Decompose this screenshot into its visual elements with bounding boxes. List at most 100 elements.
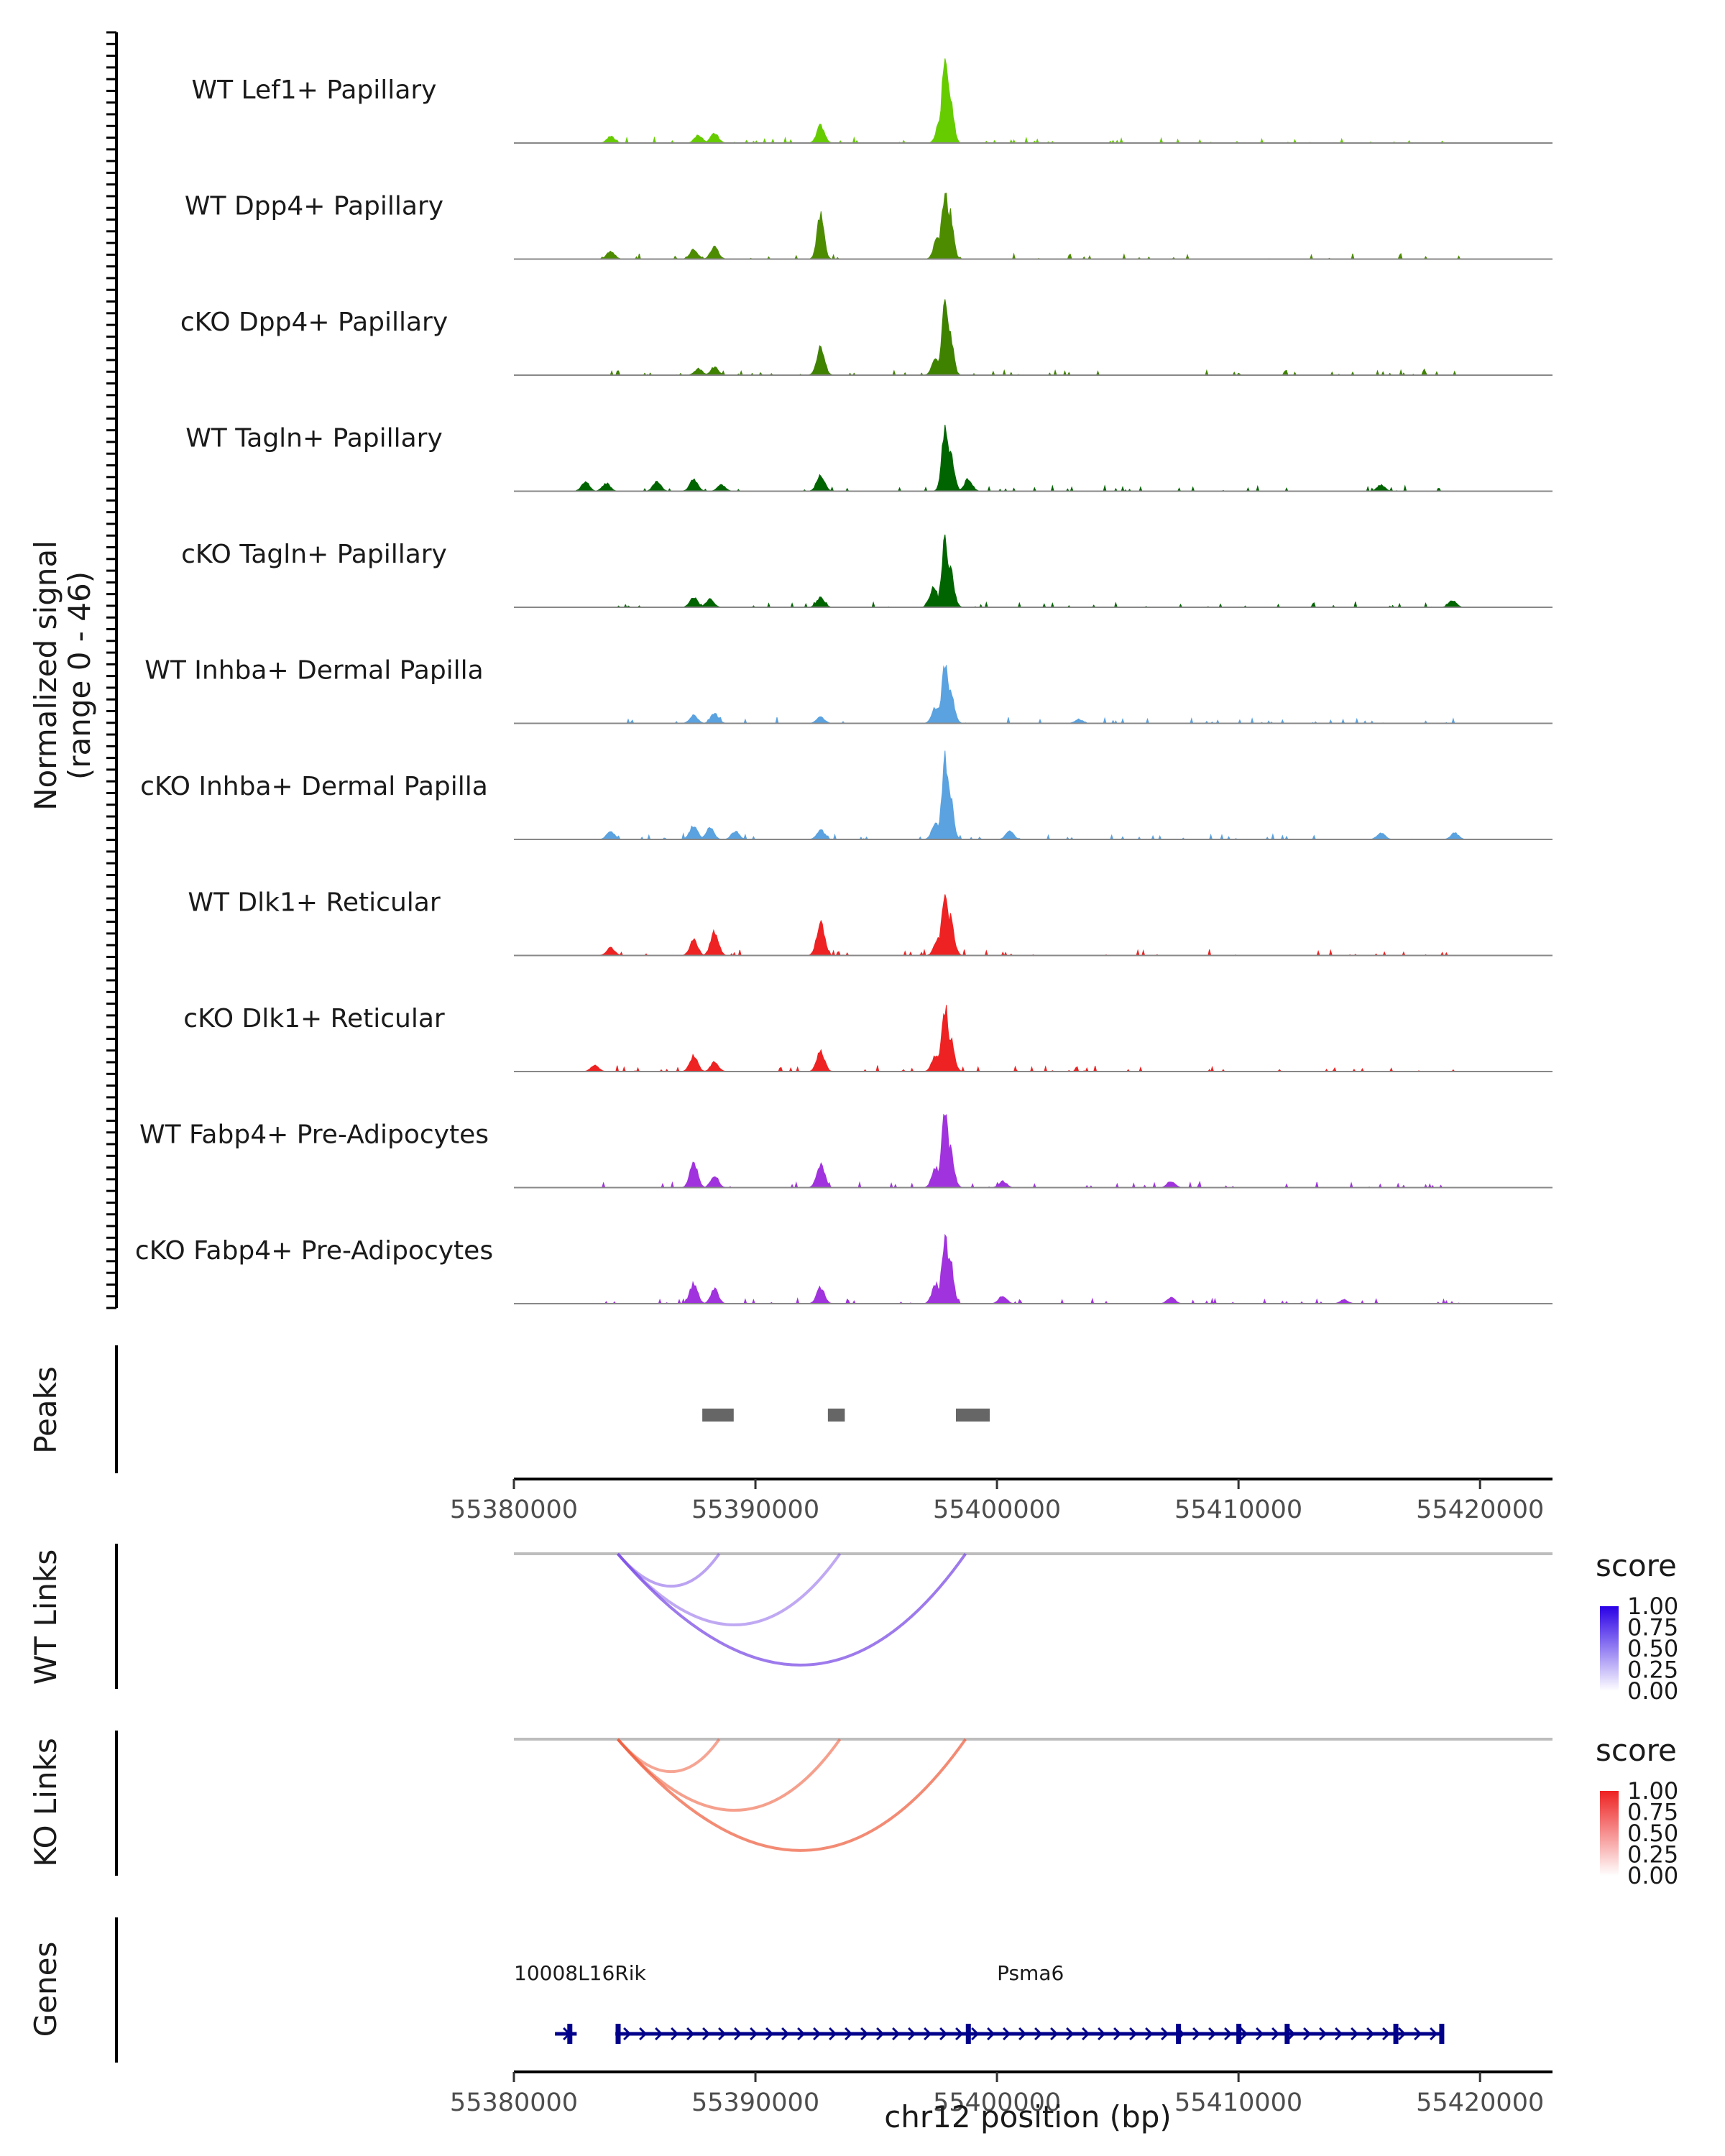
- strand-arrow: [718, 2027, 727, 2041]
- top-x-tick-label: 55390000: [691, 1496, 819, 1524]
- strand-arrow: [860, 2027, 869, 2041]
- signal-area: [514, 894, 1504, 957]
- strand-arrow: [924, 2027, 932, 2041]
- wt-links-track: WT Links: [28, 1544, 1552, 1689]
- signal-area: [514, 1005, 1504, 1073]
- wt-links-label: WT Links: [28, 1549, 63, 1685]
- signal-track: cKO Dpp4+ Papillary: [180, 299, 1552, 377]
- strand-arrow: [1161, 2027, 1169, 2041]
- strand-arrow: [1018, 2027, 1027, 2041]
- strand-arrow: [1430, 2027, 1438, 2041]
- legend-tick-label: 0.00: [1627, 1862, 1678, 1889]
- strand-arrow: [797, 2027, 806, 2041]
- track-label: cKO Dlk1+ Reticular: [183, 1004, 445, 1033]
- top-x-tick-label: 55400000: [933, 1496, 1061, 1524]
- strand-arrow: [813, 2027, 822, 2041]
- strand-arrow: [1303, 2027, 1312, 2041]
- strand-arrow: [1335, 2027, 1343, 2041]
- strand-arrow: [702, 2027, 711, 2041]
- strand-arrow: [1050, 2027, 1059, 2041]
- strand-arrow: [939, 2027, 948, 2041]
- strand-arrow: [845, 2027, 853, 2041]
- x-axis-label: chr12 position (bp): [884, 2099, 1172, 2134]
- strand-arrow: [671, 2027, 679, 2041]
- legend-colorbar: [1600, 1791, 1619, 1876]
- ko-score-legend: score 1.000.750.500.250.00: [1596, 1733, 1678, 1889]
- track-label: cKO Inhba+ Dermal Papilla: [140, 772, 488, 801]
- legend-tick-label: 0.50: [1627, 1820, 1678, 1847]
- wt-legend-title: score: [1596, 1548, 1677, 1583]
- strand-arrow: [1382, 2027, 1391, 2041]
- strand-arrow: [1066, 2027, 1075, 2041]
- strand-arrow: [1082, 2027, 1090, 2041]
- peaks-track: Peaks: [28, 1345, 990, 1473]
- signal-area: [514, 193, 1504, 260]
- signal-track: WT Fabp4+ Pre-Adipocytes: [139, 1113, 1552, 1189]
- legend-tick-label: 0.50: [1627, 1635, 1678, 1662]
- signal-track: cKO Tagln+ Papillary: [181, 534, 1552, 608]
- strand-arrow: [623, 2027, 632, 2041]
- track-label: WT Lef1+ Papillary: [192, 75, 437, 105]
- strand-arrow: [1145, 2027, 1154, 2041]
- strand-arrow: [908, 2027, 916, 2041]
- legend-tick-label: 0.25: [1627, 1657, 1678, 1684]
- ko-links-track: KO Links: [28, 1731, 1552, 1876]
- signal-area: [514, 58, 1504, 144]
- strand-arrow: [987, 2027, 995, 2041]
- track-label: WT Tagln+ Papillary: [185, 424, 443, 453]
- track-label: WT Inhba+ Dermal Papilla: [144, 656, 483, 686]
- strand-arrow: [1129, 2027, 1138, 2041]
- gene-exon: [965, 2024, 971, 2044]
- gene-exon: [1393, 2024, 1399, 2044]
- strand-arrow: [686, 2027, 695, 2041]
- peak-region: [702, 1409, 734, 1422]
- peak-region: [955, 1409, 990, 1422]
- bottom-x-tick-label: 55380000: [450, 2088, 578, 2117]
- strand-arrow: [971, 2027, 980, 2041]
- strand-arrow: [829, 2027, 837, 2041]
- signal-track: WT Lef1+ Papillary: [192, 58, 1552, 144]
- gene-name: 10008L16Rik: [514, 1961, 647, 1985]
- strand-arrow: [1256, 2027, 1264, 2041]
- gene-exon: [1176, 2024, 1182, 2044]
- track-label: cKO Fabp4+ Pre-Adipocytes: [135, 1236, 493, 1266]
- strand-arrow: [1287, 2027, 1296, 2041]
- strand-arrow: [734, 2027, 742, 2041]
- gene-exon: [1284, 2024, 1290, 2044]
- legend-tick-label: 0.00: [1627, 1677, 1678, 1705]
- strand-arrow: [1224, 2027, 1233, 2041]
- track-label: WT Dpp4+ Papillary: [185, 192, 443, 221]
- signal-area: [514, 665, 1504, 724]
- signal-area: [514, 1233, 1504, 1305]
- signal-area: [514, 1113, 1504, 1189]
- top-x-tick-label: 55380000: [450, 1496, 578, 1524]
- genes-label: Genes: [28, 1942, 63, 2037]
- legend-tick-label: 0.25: [1627, 1841, 1678, 1869]
- signal-track: WT Tagln+ Papillary: [185, 424, 1552, 492]
- strand-arrow: [955, 2027, 964, 2041]
- top-x-tick-label: 55410000: [1174, 1496, 1302, 1524]
- bottom-x-tick-label: 55390000: [691, 2088, 819, 2117]
- gene-exon: [567, 2024, 573, 2044]
- signal-area: [514, 299, 1504, 377]
- legend-tick-label: 0.75: [1627, 1799, 1678, 1826]
- y-axis-range-label: (range 0 - 46): [62, 571, 97, 780]
- track-label: cKO Dpp4+ Papillary: [180, 308, 448, 337]
- strand-arrow: [1351, 2027, 1359, 2041]
- strand-arrow: [1240, 2027, 1248, 2041]
- strand-arrow: [765, 2027, 774, 2041]
- signal-tracks: WT Lef1+ Papillary WT Dpp4+ Papillary cKO …: [135, 58, 1552, 1305]
- signal-track: cKO Fabp4+ Pre-Adipocytes: [135, 1233, 1552, 1305]
- signal-area: [514, 750, 1504, 840]
- strand-arrow: [892, 2027, 901, 2041]
- peaks-label: Peaks: [28, 1366, 63, 1454]
- strand-arrow: [876, 2027, 885, 2041]
- bottom-x-tick-label: 55400000: [933, 2088, 1061, 2117]
- strand-arrow: [1398, 2027, 1407, 2041]
- ko-links-label: KO Links: [28, 1738, 63, 1867]
- legend-colorbar: [1600, 1606, 1619, 1691]
- strand-arrow: [1271, 2027, 1280, 2041]
- signal-y-axis: [106, 31, 118, 1309]
- gene-exon: [1439, 2024, 1445, 2044]
